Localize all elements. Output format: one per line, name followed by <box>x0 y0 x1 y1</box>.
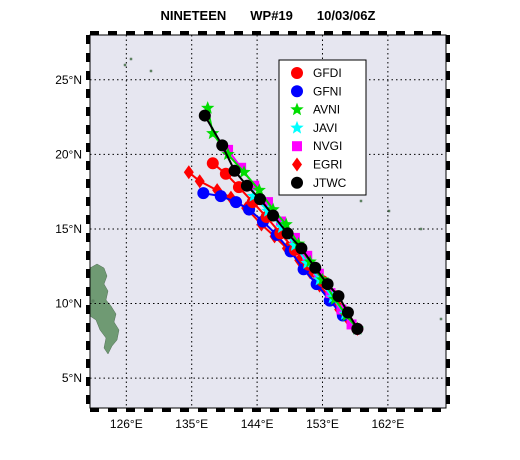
island-6 <box>419 227 423 231</box>
track-point-gfni <box>214 190 227 203</box>
legend-marker-gfni <box>291 85 303 98</box>
legend-marker-jtwc <box>291 176 303 189</box>
x-tick-label: 126°E <box>110 417 143 431</box>
legend-label-nvgi: NVGI <box>313 139 342 153</box>
island-3 <box>91 299 95 303</box>
track-point-jtwc <box>240 179 253 192</box>
track-point-jtwc <box>321 278 334 291</box>
track-point-jtwc <box>198 109 211 122</box>
track-point-avni <box>201 101 215 114</box>
track-point-gfni <box>197 187 210 200</box>
forecast-datetime: 10/03/06Z <box>316 8 376 23</box>
track-point-avni <box>206 126 220 140</box>
track-point-avni <box>266 202 280 216</box>
track-point-jtwc <box>351 322 364 335</box>
legend-label-avni: AVNI <box>313 103 340 117</box>
track-point-jtwc <box>341 306 354 319</box>
track-point-avni <box>315 272 330 286</box>
track-point-gfni <box>230 196 243 209</box>
track-point-jtwc <box>295 242 308 255</box>
legend: GFDI GFNI AVNI JAVI NVGI EGRI JTWC <box>278 59 367 196</box>
island-7 <box>439 317 443 321</box>
y-tick-label: 15°N <box>55 222 82 236</box>
track-point-jtwc <box>254 193 267 206</box>
legend-marker-gfdi <box>291 67 303 79</box>
track-point-avni <box>237 165 251 178</box>
track-point-egri <box>194 174 205 189</box>
legend-marker-egri <box>292 157 302 172</box>
track-point-nvgi <box>276 216 287 227</box>
track-point-egri <box>183 165 194 180</box>
track-point-avni <box>252 183 266 196</box>
chart-title: NINETEEN WP#19 10/03/06Z <box>90 8 446 23</box>
track-point-jtwc <box>216 139 229 152</box>
track-point-javi <box>288 238 302 251</box>
grid-lines <box>90 35 446 408</box>
philippines-landmass <box>89 263 120 355</box>
storm-name: NINETEEN <box>160 8 227 23</box>
x-tick-label: 144°E <box>241 417 274 431</box>
x-tick-label: 135°E <box>175 417 208 431</box>
track-point-jtwc <box>281 227 294 240</box>
y-tick-label: 10°N <box>55 297 82 311</box>
legend-label-jtwc: JTWC <box>313 176 347 190</box>
track-point-javi <box>246 189 261 202</box>
y-tick-label: 20°N <box>55 147 82 161</box>
land-masses <box>89 57 443 355</box>
legend-box <box>278 59 367 196</box>
track-jtwc <box>198 109 364 335</box>
island-2 <box>149 69 153 73</box>
track-point-jtwc <box>228 164 241 177</box>
island-1 <box>129 57 133 61</box>
y-tick-label: 25°N <box>55 73 82 87</box>
map-frame <box>86 31 450 412</box>
legend-label-gfdi: GFDI <box>313 66 342 80</box>
x-tick-label: 153°E <box>306 417 339 431</box>
track-point-nvgi <box>346 319 357 330</box>
legend-marker-nvgi <box>292 141 302 152</box>
x-tick-label: 162°E <box>371 417 404 431</box>
storm-id: WP#19 <box>250 8 293 23</box>
island-0 <box>123 63 127 67</box>
legend-label-gfni: GFNI <box>313 84 342 98</box>
y-tick-label: 5°N <box>62 371 82 385</box>
island-4 <box>359 199 363 203</box>
track-point-jtwc <box>267 209 280 222</box>
track-point-jtwc <box>332 290 345 303</box>
legend-marker-javi <box>290 120 304 134</box>
track-point-jtwc <box>309 261 322 274</box>
legend-label-javi: JAVI <box>313 121 337 135</box>
legend-label-egri: EGRI <box>313 158 342 172</box>
track-point-avni <box>279 217 293 231</box>
legend-marker-avni <box>290 102 304 116</box>
track-point-gfdi <box>206 157 219 170</box>
track-point-avni <box>221 147 235 160</box>
